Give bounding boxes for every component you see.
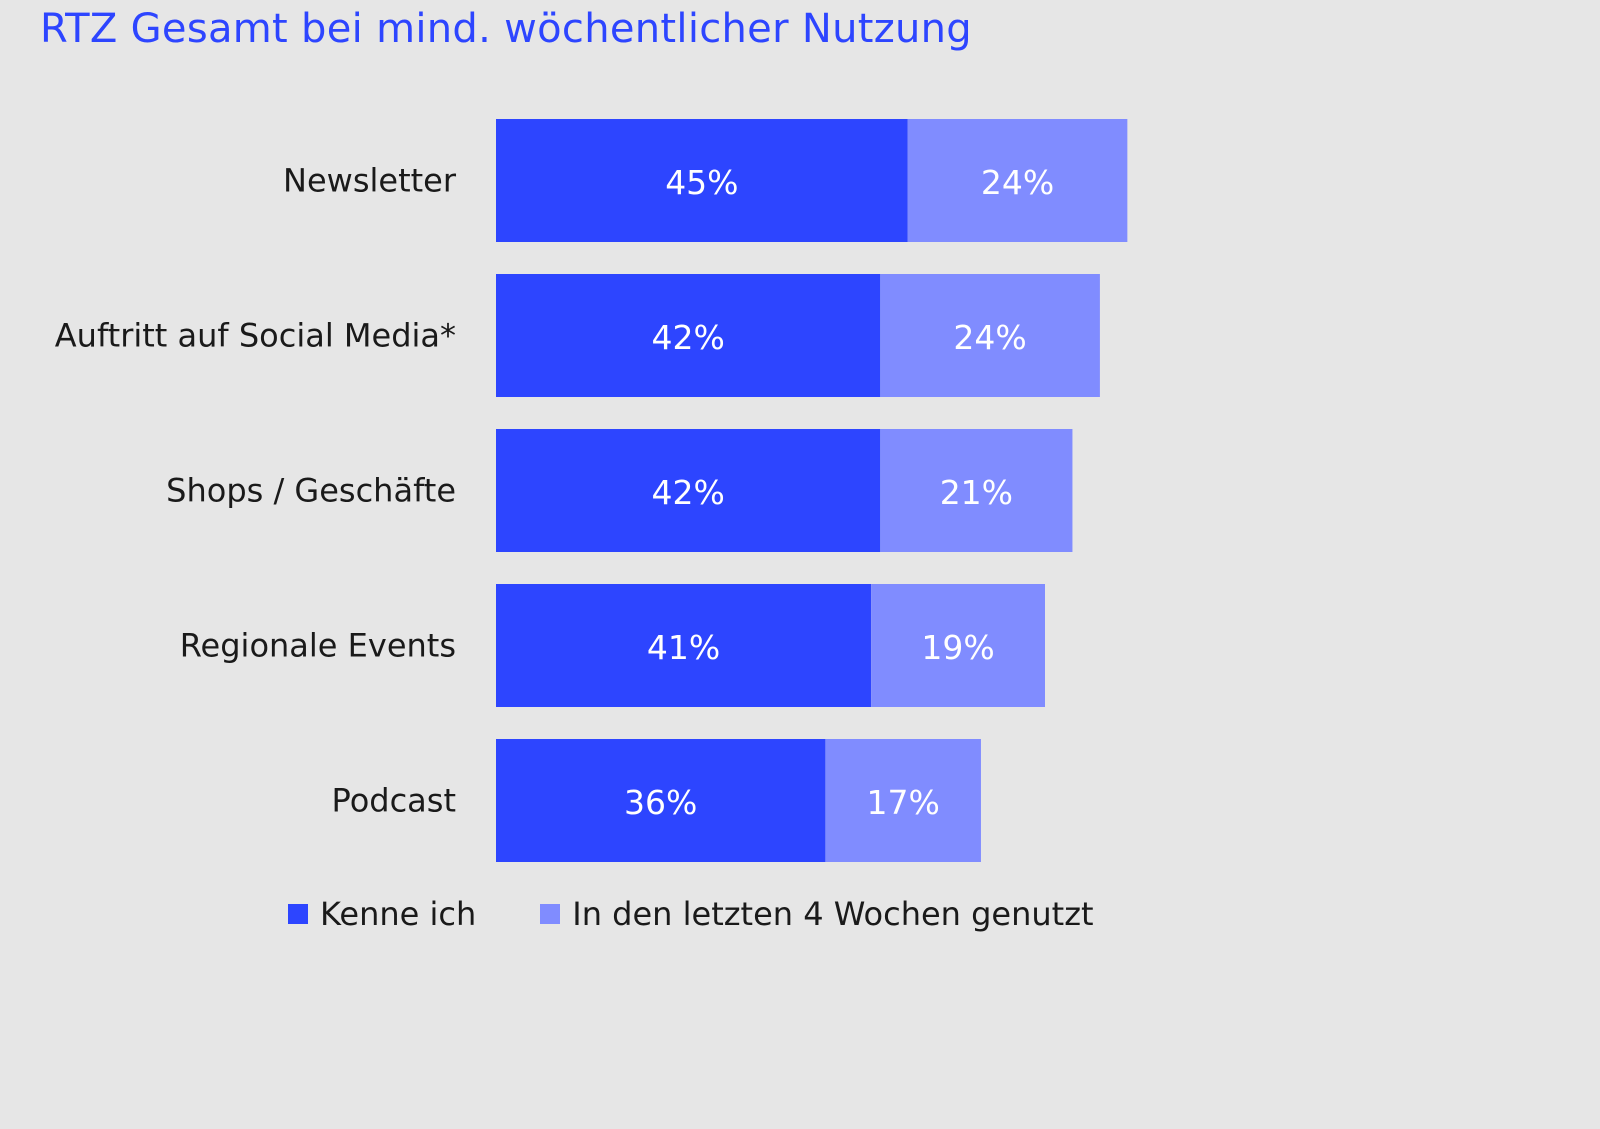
data-label-shops-gesch-fte-series-0: 42% <box>651 473 724 512</box>
bar-auftritt-auf-social-media-series-0 <box>496 274 881 397</box>
data-label-newsletter-series-1: 24% <box>981 163 1054 202</box>
bar-newsletter-series-1 <box>907 119 1128 242</box>
category-label-regionale-events: Regionale Events <box>180 627 456 665</box>
legend-swatch-kenne-ich <box>288 904 308 924</box>
legend-label-genutzt: In den letzten 4 Wochen genutzt <box>572 895 1094 933</box>
category-label-podcast: Podcast <box>332 782 456 820</box>
bar-newsletter-series-0 <box>496 119 908 242</box>
legend-swatch-genutzt <box>540 904 561 924</box>
data-label-auftritt-auf-social-media-series-1: 24% <box>953 318 1026 357</box>
legend-item-genutzt: In den letzten 4 Wochen genutzt <box>540 895 1094 933</box>
category-label-shops-gesch-fte: Shops / Geschäfte <box>166 472 456 510</box>
bar-podcast-series-0 <box>496 739 826 862</box>
category-label-newsletter: Newsletter <box>283 162 457 200</box>
bar-regionale-events-series-1 <box>871 584 1045 707</box>
data-label-regionale-events-series-0: 41% <box>647 628 720 667</box>
data-label-podcast-series-1: 17% <box>866 783 939 822</box>
data-label-auftritt-auf-social-media-series-0: 42% <box>651 318 724 357</box>
bar-shops-gesch-fte-series-0 <box>496 429 881 552</box>
legend-label-kenne-ich: Kenne ich <box>320 895 477 933</box>
data-label-shops-gesch-fte-series-1: 21% <box>940 473 1013 512</box>
bar-regionale-events-series-0 <box>496 584 872 707</box>
bar-auftritt-auf-social-media-series-1 <box>880 274 1100 397</box>
legend-item-kenne-ich: Kenne ich <box>288 895 476 933</box>
category-label-auftritt-auf-social-media: Auftritt auf Social Media* <box>55 317 456 355</box>
chart-title: RTZ Gesamt bei mind. wöchentlicher Nutzu… <box>40 6 972 52</box>
data-label-podcast-series-0: 36% <box>624 783 697 822</box>
data-label-regionale-events-series-1: 19% <box>921 628 994 667</box>
data-label-newsletter-series-0: 45% <box>665 163 738 202</box>
chart-legend: Kenne ich In den letzten 4 Wochen genutz… <box>288 893 1158 935</box>
bar-shops-gesch-fte-series-1 <box>880 429 1073 552</box>
bar-podcast-series-1 <box>825 739 981 862</box>
